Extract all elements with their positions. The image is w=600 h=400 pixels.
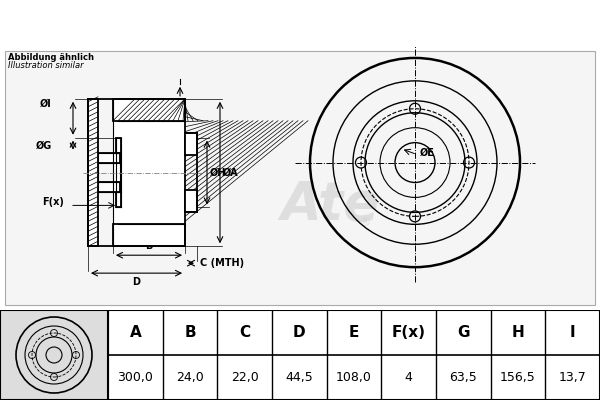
- Bar: [185, 133, 197, 154]
- Text: Abbildung ähnlich: Abbildung ähnlich: [8, 53, 94, 62]
- Text: ØE: ØE: [420, 148, 435, 158]
- Bar: [108, 310, 600, 400]
- Bar: [0, 310, 108, 400]
- Text: A: A: [130, 325, 141, 340]
- Text: 22,0: 22,0: [231, 371, 259, 384]
- Bar: [98, 152, 120, 162]
- Bar: [113, 224, 185, 246]
- Bar: [116, 138, 121, 152]
- Text: Ate: Ate: [281, 179, 380, 231]
- Text: 4: 4: [405, 371, 413, 384]
- Bar: [116, 192, 121, 207]
- Text: ØG: ØG: [36, 141, 52, 151]
- Text: B: B: [184, 325, 196, 340]
- Text: B: B: [145, 241, 152, 251]
- Bar: [185, 190, 197, 212]
- Text: 300,0: 300,0: [118, 371, 153, 384]
- Text: 44,5: 44,5: [286, 371, 313, 384]
- Bar: [113, 114, 185, 231]
- Text: I: I: [570, 325, 575, 340]
- Text: 424198: 424198: [386, 14, 473, 34]
- Text: C: C: [239, 325, 250, 340]
- Text: 108,0: 108,0: [336, 371, 372, 384]
- Text: D: D: [293, 325, 305, 340]
- Text: 24,0: 24,0: [176, 371, 204, 384]
- Text: D: D: [133, 277, 140, 287]
- Text: Illustration similar: Illustration similar: [8, 61, 83, 70]
- Text: E: E: [349, 325, 359, 340]
- Text: C (MTH): C (MTH): [200, 258, 244, 268]
- Bar: [98, 182, 120, 192]
- Text: H: H: [512, 325, 524, 340]
- Text: ØI: ØI: [40, 99, 52, 109]
- Bar: [113, 99, 185, 121]
- Text: ®: ®: [359, 216, 371, 229]
- Text: F(x): F(x): [392, 325, 425, 340]
- Bar: [88, 99, 98, 246]
- Text: 156,5: 156,5: [500, 371, 536, 384]
- Text: 24.0124-0198.1: 24.0124-0198.1: [138, 14, 322, 34]
- Text: G: G: [457, 325, 470, 340]
- Text: 63,5: 63,5: [449, 371, 477, 384]
- Bar: [115, 121, 183, 224]
- Text: ØH: ØH: [210, 168, 226, 178]
- Text: F(x): F(x): [42, 198, 64, 208]
- Text: ØA: ØA: [223, 168, 239, 178]
- Text: 13,7: 13,7: [559, 371, 587, 384]
